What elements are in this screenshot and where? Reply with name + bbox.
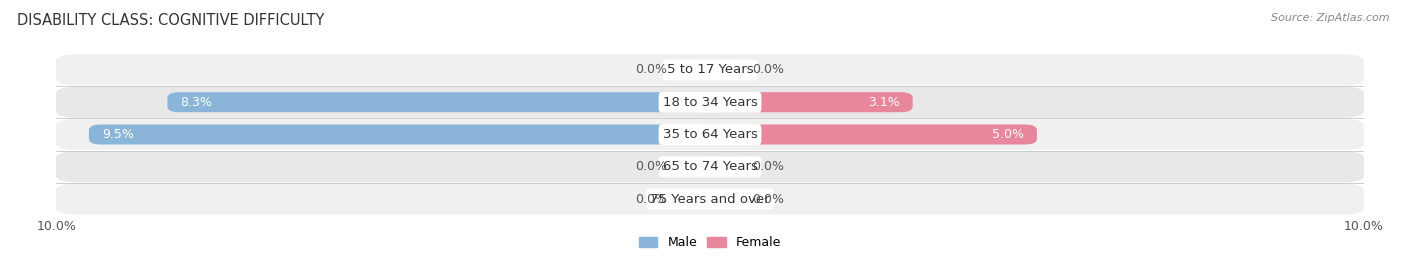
Text: 5 to 17 Years: 5 to 17 Years bbox=[666, 63, 754, 76]
FancyBboxPatch shape bbox=[55, 87, 1365, 118]
FancyBboxPatch shape bbox=[55, 119, 1365, 150]
FancyBboxPatch shape bbox=[55, 183, 1365, 215]
Text: 3.1%: 3.1% bbox=[868, 96, 900, 109]
FancyBboxPatch shape bbox=[671, 157, 710, 177]
FancyBboxPatch shape bbox=[167, 92, 710, 112]
Text: 0.0%: 0.0% bbox=[636, 63, 668, 76]
FancyBboxPatch shape bbox=[710, 92, 912, 112]
Text: 0.0%: 0.0% bbox=[752, 160, 785, 173]
FancyBboxPatch shape bbox=[671, 60, 710, 80]
FancyBboxPatch shape bbox=[89, 125, 710, 144]
FancyBboxPatch shape bbox=[710, 125, 1038, 144]
FancyBboxPatch shape bbox=[671, 189, 710, 209]
Text: 9.5%: 9.5% bbox=[103, 128, 134, 141]
FancyBboxPatch shape bbox=[710, 60, 749, 80]
Text: 0.0%: 0.0% bbox=[752, 193, 785, 206]
Text: 75 Years and over: 75 Years and over bbox=[650, 193, 770, 206]
Text: 65 to 74 Years: 65 to 74 Years bbox=[662, 160, 758, 173]
FancyBboxPatch shape bbox=[55, 151, 1365, 182]
FancyBboxPatch shape bbox=[710, 157, 749, 177]
Text: 35 to 64 Years: 35 to 64 Years bbox=[662, 128, 758, 141]
Text: 18 to 34 Years: 18 to 34 Years bbox=[662, 96, 758, 109]
Text: DISABILITY CLASS: COGNITIVE DIFFICULTY: DISABILITY CLASS: COGNITIVE DIFFICULTY bbox=[17, 13, 325, 29]
Text: 5.0%: 5.0% bbox=[991, 128, 1024, 141]
Text: 0.0%: 0.0% bbox=[636, 160, 668, 173]
Text: 0.0%: 0.0% bbox=[636, 193, 668, 206]
Legend: Male, Female: Male, Female bbox=[634, 231, 786, 254]
FancyBboxPatch shape bbox=[55, 54, 1365, 86]
Text: Source: ZipAtlas.com: Source: ZipAtlas.com bbox=[1271, 13, 1389, 23]
Text: 0.0%: 0.0% bbox=[752, 63, 785, 76]
FancyBboxPatch shape bbox=[710, 189, 749, 209]
Text: 8.3%: 8.3% bbox=[180, 96, 212, 109]
